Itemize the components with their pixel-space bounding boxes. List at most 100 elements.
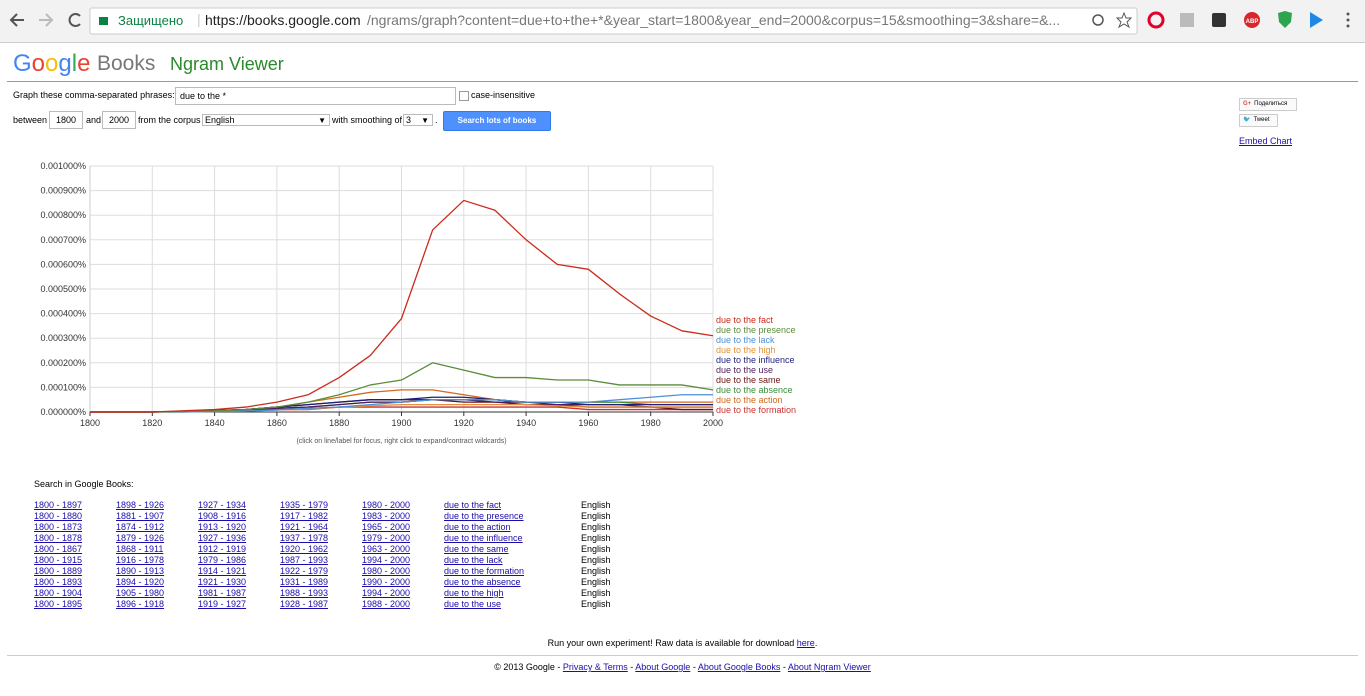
search-link[interactable]: 1800 - 1889 <box>34 566 83 576</box>
legend-label[interactable]: due to the fact <box>716 315 774 325</box>
corpus-select[interactable]: English ▼ <box>202 114 330 126</box>
search-link[interactable]: 1912 - 1919 <box>198 544 247 554</box>
search-link[interactable]: 1928 - 1987 <box>280 599 329 609</box>
forward-button[interactable] <box>39 13 54 27</box>
search-link[interactable]: 1913 - 1920 <box>198 522 247 532</box>
search-link[interactable]: 1916 - 1978 <box>116 555 165 565</box>
search-link[interactable]: 1898 - 1926 <box>116 500 165 510</box>
search-button[interactable]: Search lots of books <box>443 111 551 131</box>
search-link[interactable]: 1800 - 1915 <box>34 555 83 565</box>
search-link[interactable]: 1994 - 2000 <box>362 588 411 598</box>
search-link[interactable]: 1979 - 1986 <box>198 555 247 565</box>
search-link[interactable]: 1800 - 1873 <box>34 522 83 532</box>
embed-chart-link[interactable]: Embed Chart <box>1239 136 1293 146</box>
legend-label[interactable]: due to the formation <box>716 405 796 415</box>
search-link[interactable]: 1994 - 2000 <box>362 555 411 565</box>
search-link[interactable]: 1965 - 2000 <box>362 522 411 532</box>
search-link[interactable]: 1927 - 1934 <box>198 500 247 510</box>
search-link[interactable]: due to the absence <box>444 577 521 587</box>
legend-label[interactable]: due to the absence <box>716 385 793 395</box>
search-link[interactable]: 1800 - 1904 <box>34 588 83 598</box>
search-link[interactable]: 1931 - 1989 <box>280 577 329 587</box>
search-link[interactable]: 1990 - 2000 <box>362 577 411 587</box>
series-line[interactable] <box>90 199 714 413</box>
search-link[interactable]: 1921 - 1930 <box>198 577 247 587</box>
search-link[interactable]: due to the presence <box>444 511 524 521</box>
search-link[interactable]: 1921 - 1964 <box>280 522 329 532</box>
legend-label[interactable]: due to the same <box>716 375 781 385</box>
search-link[interactable]: due to the action <box>444 522 511 532</box>
reload-button[interactable] <box>68 13 81 27</box>
search-link[interactable]: 1927 - 1936 <box>198 533 247 543</box>
search-link[interactable]: 1881 - 1907 <box>116 511 165 521</box>
year-start-input[interactable]: 1800 <box>49 111 83 129</box>
search-link[interactable]: 1905 - 1980 <box>116 588 165 598</box>
logo[interactable]: Google <box>13 50 90 78</box>
search-link[interactable]: due to the use <box>444 599 502 609</box>
zoom-icon[interactable] <box>1092 14 1104 26</box>
smoothing-select[interactable]: 3 ▼ <box>403 114 433 126</box>
search-link[interactable]: 1935 - 1979 <box>280 500 329 510</box>
search-link[interactable]: 1937 - 1978 <box>280 533 329 543</box>
search-link[interactable]: 1894 - 1920 <box>116 577 165 587</box>
search-link[interactable]: 1980 - 2000 <box>362 566 411 576</box>
opera-icon[interactable] <box>1147 11 1165 29</box>
search-link[interactable]: 1896 - 1918 <box>116 599 165 609</box>
search-link[interactable]: 1890 - 1913 <box>116 566 165 576</box>
search-link[interactable]: 1988 - 2000 <box>362 599 411 609</box>
search-link[interactable]: 1919 - 1927 <box>198 599 247 609</box>
search-link[interactable]: 1800 - 1880 <box>34 511 83 521</box>
search-link[interactable]: 1917 - 1982 <box>280 511 329 521</box>
legend-label[interactable]: due to the influence <box>716 355 795 365</box>
phrases-input[interactable]: due to the * <box>175 87 456 105</box>
play-icon[interactable] <box>1310 12 1323 28</box>
search-link[interactable]: 1980 - 2000 <box>362 500 411 510</box>
search-link[interactable]: 1981 - 1987 <box>198 588 247 598</box>
ext-icon[interactable] <box>1212 13 1226 27</box>
search-link[interactable]: due to the formation <box>444 566 525 576</box>
search-link[interactable]: due to the high <box>444 588 504 598</box>
bookmark-star[interactable] <box>1115 11 1133 29</box>
footer-link[interactable]: About Google <box>635 662 691 672</box>
case-checkbox[interactable] <box>459 91 469 101</box>
search-link[interactable]: 1874 - 1912 <box>116 522 165 532</box>
menu-icon[interactable] <box>1346 24 1350 28</box>
legend-label[interactable]: due to the presence <box>716 325 796 335</box>
footer-link[interactable]: About Google Books <box>697 662 781 672</box>
search-link[interactable]: 1908 - 1916 <box>198 511 247 521</box>
footer-link[interactable]: About Ngram Viewer <box>787 662 871 672</box>
legend-label[interactable]: due to the action <box>716 395 783 405</box>
abp-icon[interactable] <box>1244 12 1260 28</box>
search-link[interactable]: 1800 - 1895 <box>34 599 83 609</box>
shield-icon[interactable] <box>1278 11 1292 28</box>
search-link[interactable]: 1963 - 2000 <box>362 544 411 554</box>
year-end-input[interactable]: 2000 <box>102 111 136 129</box>
search-link[interactable]: 1983 - 2000 <box>362 511 411 521</box>
tweet-button[interactable]: 🐦 Tweet <box>1239 114 1278 127</box>
series-line[interactable] <box>90 362 714 413</box>
search-link[interactable]: due to the same <box>444 544 509 554</box>
back-button[interactable] <box>9 13 24 27</box>
search-link[interactable]: 1800 - 1893 <box>34 577 83 587</box>
search-link[interactable]: 1922 - 1979 <box>280 566 329 576</box>
raw-link[interactable]: here <box>796 638 815 648</box>
search-link[interactable]: due to the influence <box>444 533 523 543</box>
search-link[interactable]: 1800 - 1897 <box>34 500 83 510</box>
search-link[interactable]: 1914 - 1921 <box>198 566 247 576</box>
search-link[interactable]: 1988 - 1993 <box>280 588 329 598</box>
url-host[interactable]: https://books.google.com <box>205 12 361 28</box>
url-path[interactable]: /ngrams/graph?content=due+to+the+*&year_… <box>367 12 1061 28</box>
search-link[interactable]: 1800 - 1878 <box>34 533 83 543</box>
search-link[interactable]: 1920 - 1962 <box>280 544 329 554</box>
search-link[interactable]: 1979 - 2000 <box>362 533 411 543</box>
legend-label[interactable]: due to the use <box>716 365 773 375</box>
search-link[interactable]: due to the lack <box>444 555 503 565</box>
legend-label[interactable]: due to the high <box>716 345 776 355</box>
search-link[interactable]: 1868 - 1911 <box>116 544 164 554</box>
gplus-button[interactable]: G+ Поделиться <box>1239 98 1297 111</box>
address-box[interactable] <box>89 7 1138 35</box>
pdf-icon[interactable] <box>1180 13 1194 27</box>
search-link[interactable]: 1800 - 1867 <box>34 544 83 554</box>
search-link[interactable]: 1987 - 1993 <box>280 555 329 565</box>
legend-label[interactable]: due to the lack <box>716 335 775 345</box>
